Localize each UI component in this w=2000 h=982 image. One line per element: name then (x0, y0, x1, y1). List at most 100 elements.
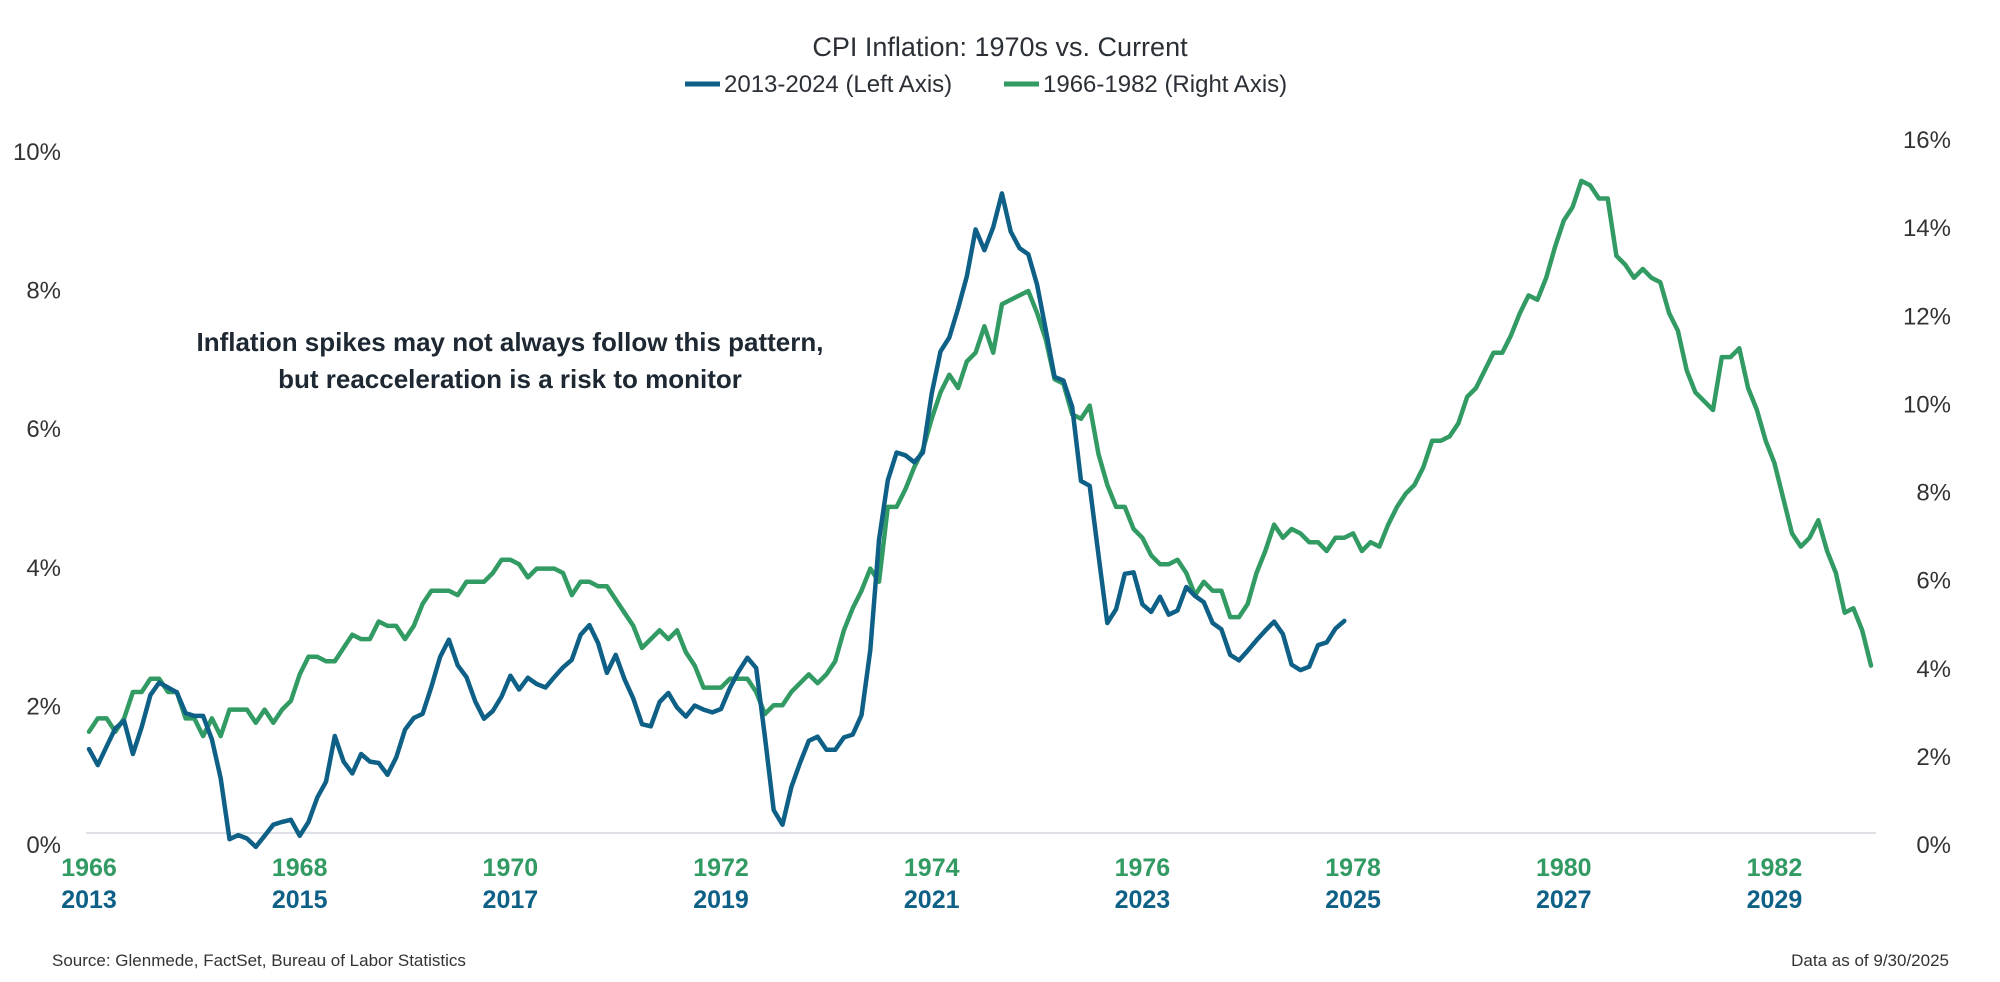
data-point (245, 707, 249, 712)
data-point (859, 588, 864, 593)
data-point (1491, 350, 1496, 355)
data-point (412, 716, 416, 720)
series-current (86, 191, 1347, 850)
data-point (1851, 606, 1856, 611)
data-point (1360, 549, 1364, 553)
data-point (912, 460, 916, 465)
data-point (394, 624, 399, 628)
data-point (912, 465, 916, 470)
data-point (824, 672, 829, 677)
data-point (850, 606, 855, 611)
data-point (236, 833, 240, 837)
data-point (1509, 333, 1513, 337)
data-point (271, 822, 276, 827)
x-tick-label-current: 2027 (1536, 886, 1592, 914)
x-tick-label-current: 2015 (272, 886, 328, 914)
data-point (1351, 531, 1355, 536)
data-point (1333, 626, 1338, 631)
data-point (886, 505, 890, 509)
data-point (1728, 355, 1733, 359)
data-point (789, 785, 794, 790)
data-point (1184, 571, 1189, 575)
data-point (385, 773, 390, 777)
data-point (447, 588, 451, 593)
x-tick-label-current: 2013 (61, 886, 117, 914)
data-point (973, 227, 978, 232)
data-point (1763, 439, 1768, 443)
data-point (1114, 607, 1118, 611)
line-2013-2024 (86, 191, 1347, 850)
annotation-line-1: Inflation spikes may not always follow t… (196, 327, 823, 357)
data-point (1649, 276, 1654, 280)
data-point (368, 637, 372, 641)
data-point (605, 671, 609, 675)
data-point (605, 584, 609, 589)
data-point (359, 637, 363, 641)
right-axis-tick-label: 8% (1916, 480, 1951, 507)
data-point (491, 709, 495, 713)
data-point (236, 707, 240, 712)
data-as-of: Data as of 9/30/2025 (1791, 951, 1949, 970)
left-axis-tick-label: 2% (26, 693, 61, 720)
data-point (631, 696, 636, 701)
data-point (254, 721, 258, 725)
data-point (1026, 252, 1031, 257)
x-tick-label-1970s: 1966 (61, 854, 117, 882)
data-point (1289, 662, 1294, 667)
right-axis-tick-label: 0% (1916, 832, 1951, 859)
x-axis: 1966 2013 1968 2015 1970 2017 1972 2019 1974 2021… (61, 854, 1802, 914)
data-point (280, 820, 284, 824)
data-point (1281, 632, 1285, 636)
data-point (1079, 479, 1083, 483)
right-axis-tick-label: 14% (1903, 215, 1951, 242)
data-point (1720, 355, 1724, 359)
data-point (455, 593, 460, 597)
data-point (1632, 276, 1636, 280)
data-point (578, 633, 583, 637)
data-point (341, 759, 346, 764)
data-point (807, 672, 811, 677)
data-point (578, 580, 583, 584)
data-point (139, 690, 144, 694)
data-point (438, 655, 442, 659)
data-point (1816, 518, 1821, 522)
data-point (385, 624, 390, 628)
data-point (1834, 571, 1838, 575)
data-point (1772, 461, 1777, 465)
data-point (122, 718, 126, 723)
data-point (455, 663, 460, 668)
data-point (1403, 491, 1408, 496)
data-point (359, 752, 363, 756)
line-1966-1982 (86, 178, 1874, 739)
left-axis-tick-label: 0% (26, 832, 61, 859)
x-tick-label-current: 2029 (1747, 886, 1803, 914)
data-point (1825, 549, 1829, 553)
data-point (1008, 298, 1013, 302)
data-point (210, 737, 214, 742)
data-point (868, 566, 873, 571)
data-point (368, 759, 372, 764)
data-point (842, 628, 846, 633)
data-point (227, 837, 232, 841)
data-point (1711, 408, 1715, 412)
data-point (543, 685, 548, 690)
data-point (1869, 663, 1873, 668)
data-point (649, 637, 653, 641)
legend-label-current: 2013-2024 (Left Axis) (724, 71, 952, 98)
data-point (1158, 562, 1162, 566)
data-point (1324, 640, 1329, 645)
data-point (666, 691, 671, 695)
data-point (1316, 643, 1320, 647)
data-point (534, 682, 539, 686)
data-point (1228, 653, 1232, 657)
data-point (1447, 434, 1452, 439)
data-point (1096, 553, 1101, 557)
data-point (1658, 280, 1663, 285)
data-point (1123, 505, 1127, 509)
data-point (684, 714, 688, 719)
data-point (1641, 267, 1645, 271)
x-tick-label-current: 2025 (1325, 886, 1381, 914)
x-tick-label-1970s: 1972 (693, 854, 749, 882)
data-point (1087, 403, 1092, 408)
data-point (991, 225, 995, 230)
